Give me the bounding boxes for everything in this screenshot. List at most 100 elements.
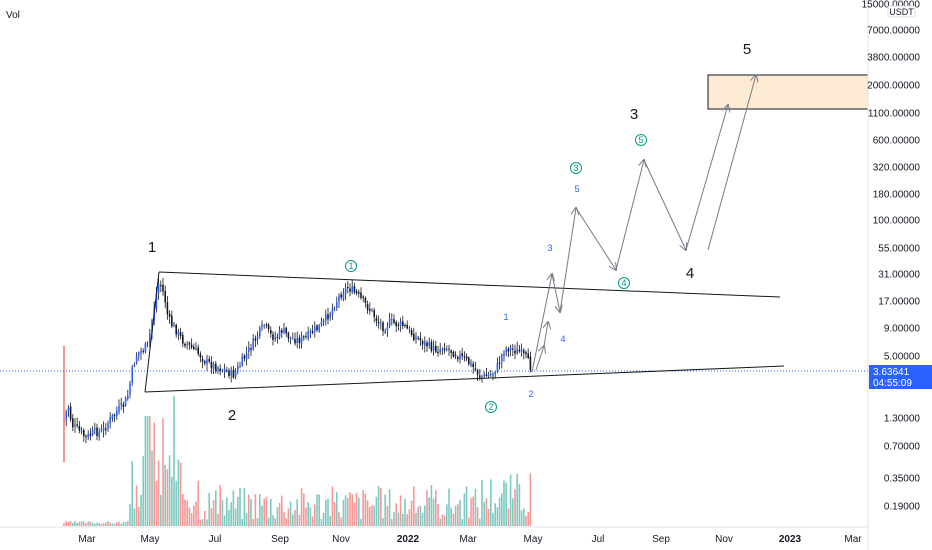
volume-bar: [373, 505, 375, 526]
volume-bar: [281, 495, 283, 526]
volume-bar: [140, 495, 142, 526]
candle-body: [212, 363, 215, 369]
price-tick-label: 180.00000: [873, 190, 921, 201]
volume-bar: [65, 521, 67, 526]
volume-bar: [245, 513, 248, 526]
candle-body: [377, 322, 380, 324]
time-tick-label: 2023: [779, 534, 802, 545]
candle-body: [283, 328, 285, 333]
volume-bar: [474, 488, 477, 526]
candle-body: [102, 427, 105, 431]
candle-body: [252, 338, 254, 350]
candle-body: [122, 404, 125, 407]
candle-body: [138, 352, 140, 356]
volume-bar: [226, 497, 228, 526]
candle-body: [311, 331, 314, 333]
price-tick-label: 1100.00000: [868, 109, 921, 120]
candle-body: [373, 310, 375, 317]
candle-body: [289, 337, 292, 339]
volume-bar: [171, 476, 173, 526]
candle-body: [320, 322, 323, 326]
candle-body: [388, 318, 391, 327]
candle-body: [206, 359, 208, 364]
candle-body: [69, 406, 72, 420]
volume-bar: [465, 486, 468, 526]
volume-bar: [406, 514, 408, 526]
volume-bar: [428, 497, 430, 526]
volume-bar: [76, 522, 78, 526]
candle-body: [193, 346, 195, 349]
candle-body: [129, 383, 131, 395]
volume-bar: [371, 505, 373, 526]
candle-body: [494, 372, 496, 375]
candle-body: [239, 365, 241, 367]
candle-body: [276, 337, 279, 339]
candlesticks: [63, 277, 532, 462]
candle-body: [140, 350, 142, 354]
volume-bar: [265, 496, 268, 526]
volume-bar: [98, 523, 100, 526]
time-tick-label: Jul: [209, 534, 222, 545]
candle-body: [72, 418, 74, 428]
volume-bar: [344, 495, 347, 526]
candle-body: [505, 348, 507, 353]
circled-wave-label: 2: [485, 401, 497, 413]
candle-body: [512, 348, 514, 350]
volume-bar: [230, 502, 232, 526]
volume-bar: [415, 512, 417, 526]
candle-body: [226, 370, 228, 372]
candle-body: [474, 368, 477, 370]
volume-bar: [261, 505, 263, 526]
candle-body: [402, 321, 404, 327]
volume-bar: [151, 450, 153, 526]
candle-body: [384, 331, 386, 333]
volume-bar: [443, 515, 446, 526]
candle-body: [285, 327, 287, 334]
candle-body: [241, 356, 243, 366]
volume-bar: [197, 480, 199, 526]
candle-body: [443, 348, 446, 351]
candle-body: [432, 345, 435, 351]
volume-bar: [74, 521, 76, 526]
candle-body: [375, 318, 378, 322]
volume-bar: [479, 518, 481, 526]
candle-body: [116, 411, 118, 417]
volume-bar: [72, 522, 74, 526]
volume-bar: [452, 513, 455, 526]
candle-body: [417, 337, 419, 339]
volume-bar: [417, 506, 419, 526]
time-tick-label: Jul: [592, 534, 605, 545]
volume-bar: [100, 523, 103, 526]
volume-bar: [527, 512, 529, 526]
volume-bar: [300, 488, 303, 526]
volume-bar: [120, 523, 122, 526]
candle-body: [338, 296, 340, 302]
circled-wave-label: 4: [618, 277, 630, 289]
candle-body: [259, 327, 261, 336]
candle-body: [349, 288, 351, 292]
candle-body: [245, 353, 248, 360]
primary-wave-label: 1: [148, 239, 156, 256]
candle-body: [316, 325, 318, 331]
wave-circle: [618, 277, 630, 289]
volume-bar: [388, 489, 391, 526]
candle-body: [184, 343, 186, 346]
volume-bar: [375, 496, 378, 526]
candle-body: [481, 376, 483, 378]
volume-bar: [380, 488, 382, 526]
candle-body: [160, 285, 162, 287]
projection-arrow: [707, 75, 756, 251]
price-tick-label: 0.70000: [884, 442, 921, 453]
volume-bars: [63, 396, 532, 526]
volume-bar: [63, 523, 65, 526]
candle-body: [485, 374, 488, 376]
volume-bar: [243, 488, 246, 526]
volume-bar: [514, 489, 516, 526]
candle-body: [358, 292, 360, 294]
volume-bar: [173, 396, 175, 526]
candle-body: [307, 331, 309, 339]
volume-bar: [190, 513, 193, 526]
volume-bar: [402, 513, 404, 526]
volume-bar: [184, 499, 186, 526]
